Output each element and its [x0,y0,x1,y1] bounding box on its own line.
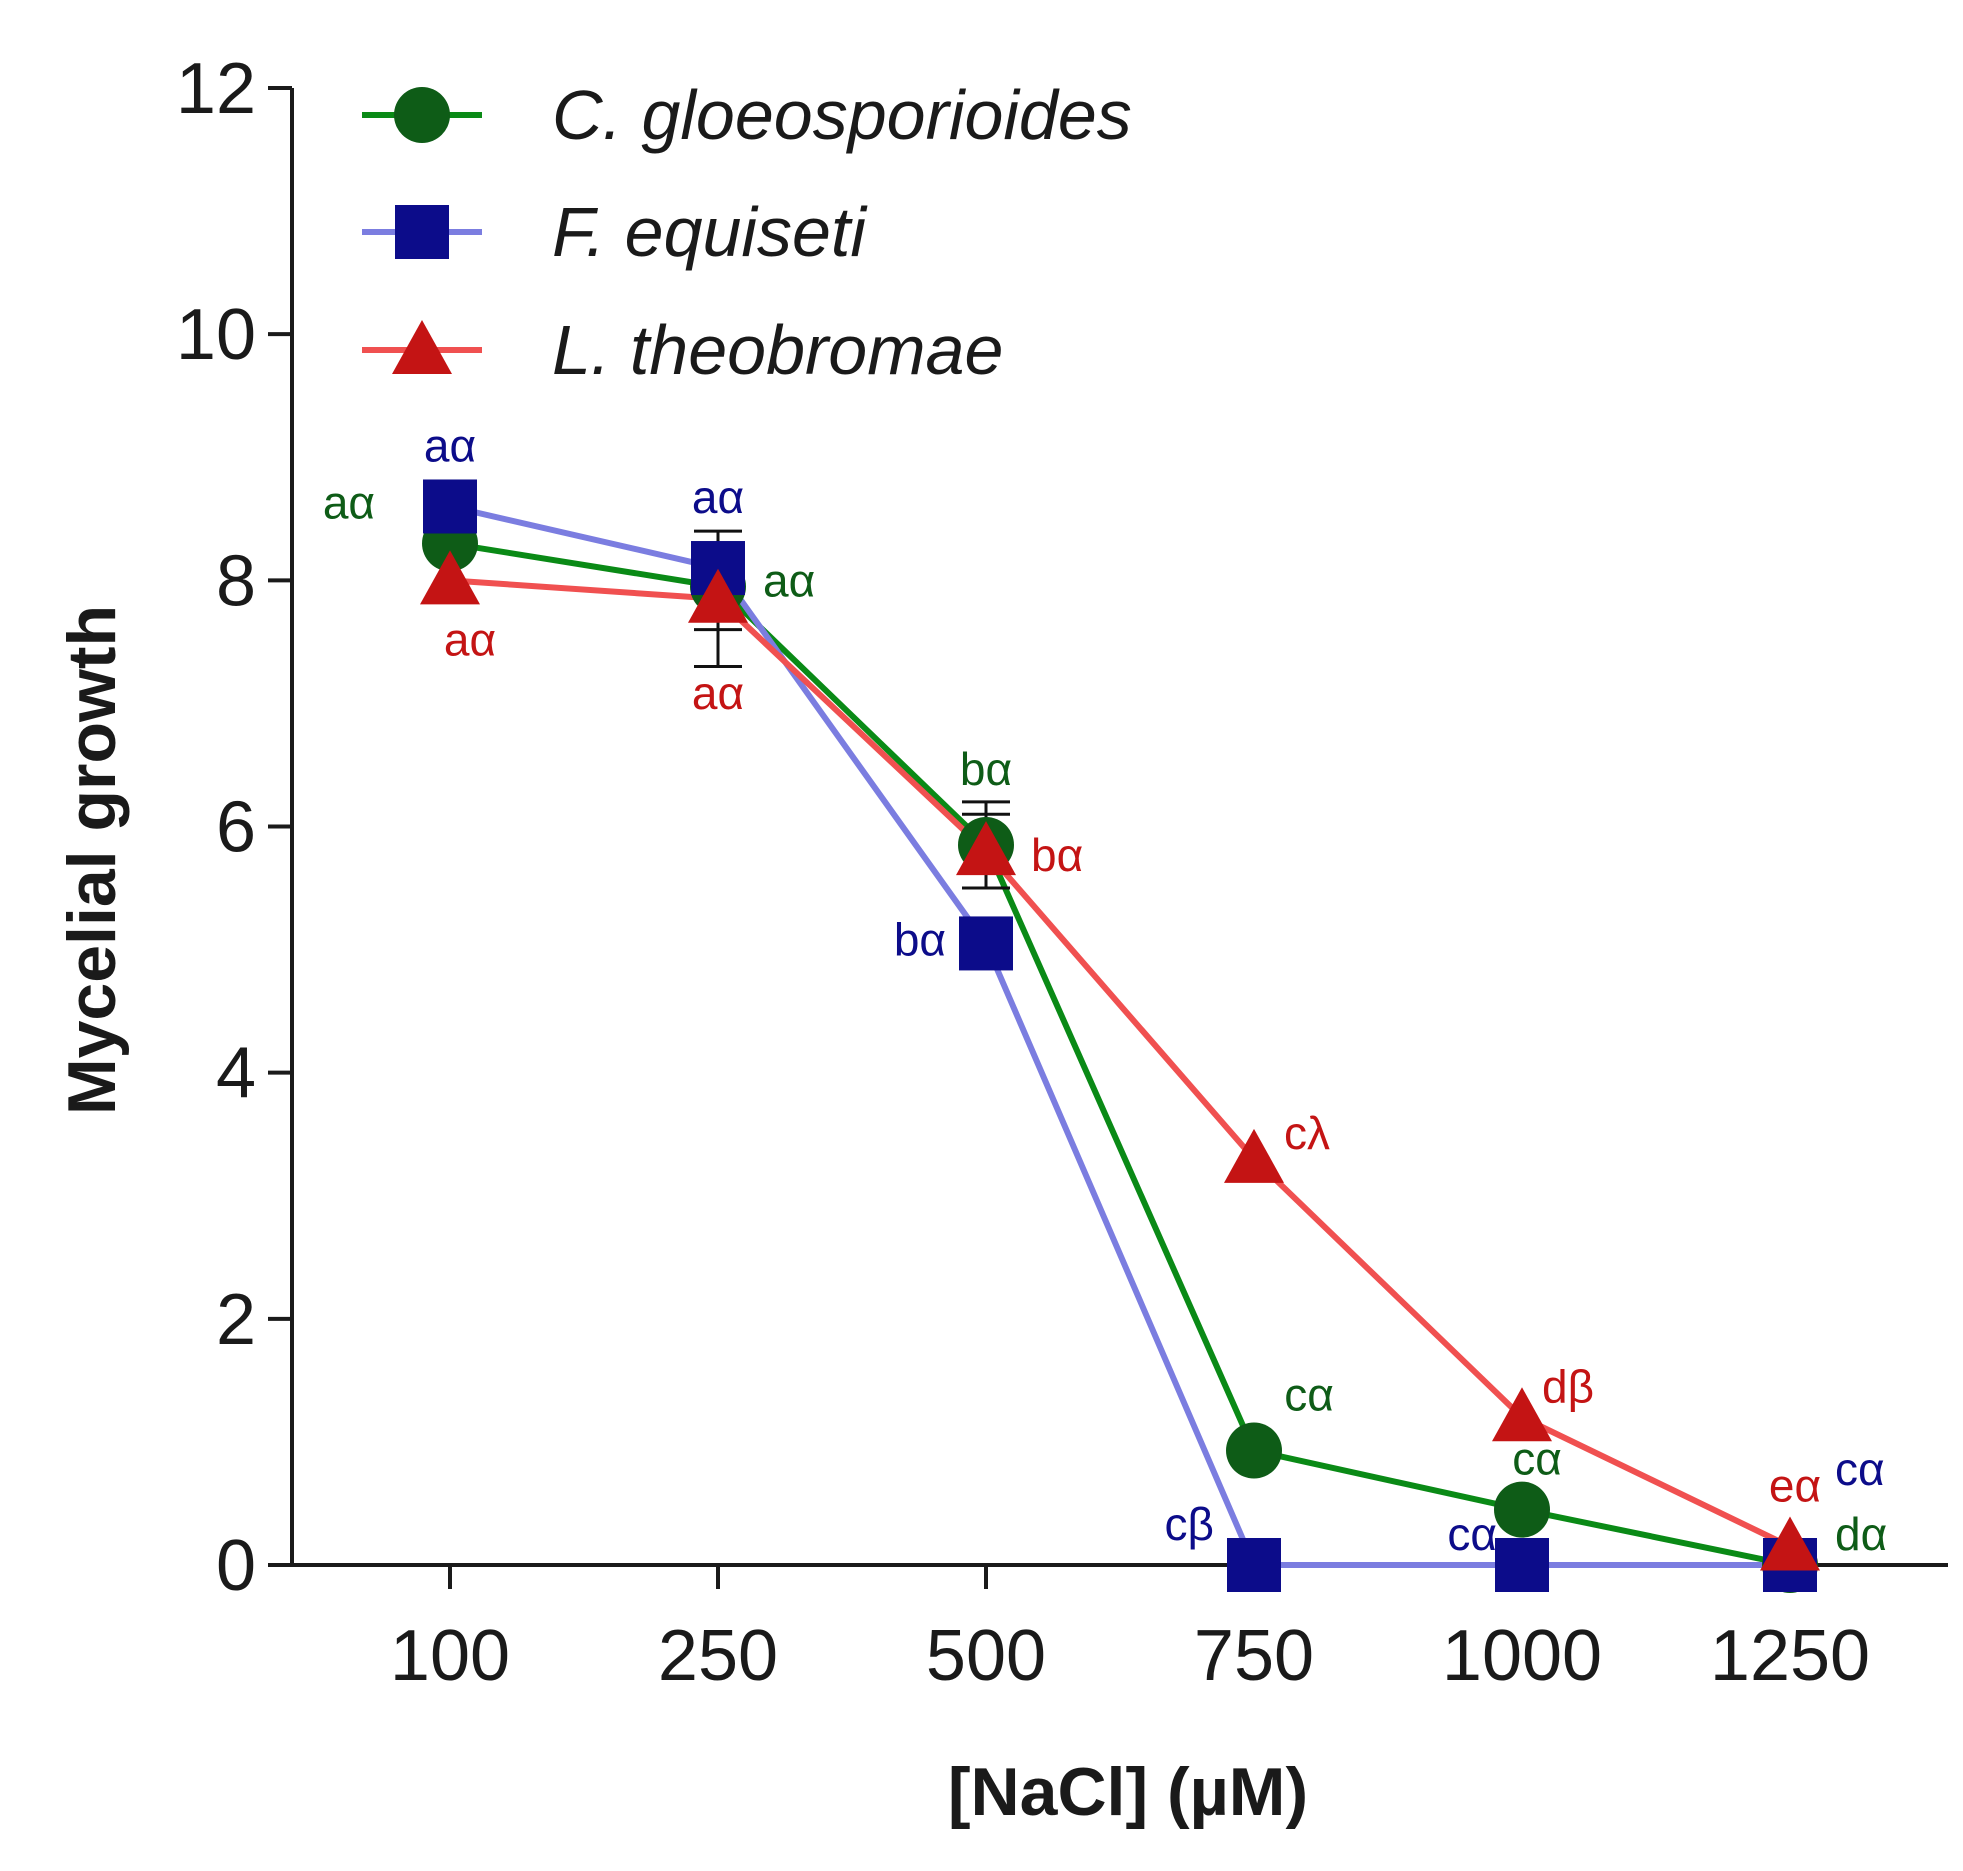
point-label: aα [444,613,496,665]
legend-marker [394,87,450,143]
point-label: dα [1835,1508,1887,1560]
legend-item: F. equiseti [362,193,868,271]
data-point [1495,1538,1549,1592]
x-ticks: 100 250 500 750 1000 1250 [390,1565,1870,1696]
x-tick-label: 500 [926,1616,1046,1696]
data-point [1492,1387,1552,1442]
point-label: aα [692,667,744,719]
data-point [1760,1516,1820,1571]
point-label: aα [692,471,744,523]
legend: C. gloeosporioides F. equiseti L. theobrom… [362,76,1132,389]
data-point [1224,1128,1284,1183]
series-line [449,540,1791,1568]
x-tick-label: 250 [658,1616,778,1696]
x-tick-label: 1000 [1442,1616,1602,1696]
y-tick-label: 8 [216,541,256,621]
point-label: dβ [1542,1360,1594,1412]
data-point [1227,1538,1281,1592]
legend-label: C. gloeosporioides [552,76,1132,154]
legend-marker [392,320,452,374]
data-point [959,916,1013,971]
y-tick-label: 12 [176,49,256,129]
data-point [420,550,480,605]
y-tick-label: 10 [176,295,256,375]
data-point [688,568,748,623]
data-point [1494,1481,1550,1538]
y-tick-label: 2 [216,1280,256,1360]
legend-marker [395,205,449,259]
legend-label: F. equiseti [552,193,868,271]
y-axis-title: Mycelial growth [54,605,130,1115]
legend-item: C. gloeosporioides [362,76,1132,154]
series-line [449,577,1792,1550]
data-point [423,479,477,534]
x-tick-label: 100 [390,1616,510,1696]
series-layer [420,479,1820,1593]
legend-label: L. theobromae [552,311,1003,389]
point-label: bα [1031,829,1083,881]
y-tick-label: 0 [216,1526,256,1606]
series-line [449,503,1790,1568]
point-label: cλ [1284,1107,1330,1159]
point-label: aα [323,476,375,528]
point-label: bα [960,743,1012,795]
y-tick-label: 6 [216,788,256,868]
data-point [956,821,1016,876]
point-label: bα [894,913,946,965]
point-label: cα [1284,1369,1334,1421]
data-point [1226,1422,1282,1479]
point-label: cα [1835,1443,1885,1495]
point-label: cβ [1165,1498,1214,1550]
x-tick-label: 1250 [1710,1616,1870,1696]
point-label: cα [1447,1508,1497,1560]
point-label: aα [763,554,815,606]
point-label: aα [424,419,476,471]
x-tick-label: 750 [1194,1616,1314,1696]
x-axis-title: [NaCl] (µM) [948,1754,1308,1830]
point-label: cα [1512,1433,1562,1485]
legend-item: L. theobromae [362,311,1003,389]
y-ticks: 0 2 4 6 8 10 12 [176,49,292,1606]
point-label: eα [1769,1460,1821,1512]
y-tick-label: 4 [216,1034,256,1114]
